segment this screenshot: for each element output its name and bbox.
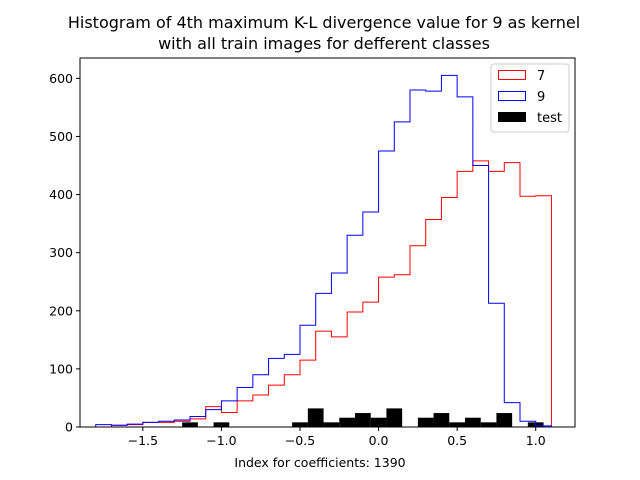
x-tick-label: −1.5 [128,433,158,448]
legend-swatch-test [498,112,526,122]
y-tick-label: 100 [49,361,73,376]
test-bar [355,413,371,427]
test-bar [433,413,450,427]
test-bar [292,422,308,427]
plot-area [95,74,552,427]
y-axis: 0 100 200 300 400 500 600 [49,71,80,435]
x-tick-label: 0.0 [369,433,389,448]
x-tick-label: −1.0 [206,433,236,448]
test-bar [449,422,465,427]
x-tick-label: −0.5 [285,433,315,448]
test-bar [339,417,355,427]
x-tick-label: 0.5 [447,433,467,448]
test-bar [182,422,198,427]
test-bar [465,417,481,427]
y-tick-label: 0 [65,420,73,435]
test-bar [213,422,230,427]
test-bar [480,422,497,427]
legend-swatch-7 [498,70,526,80]
series-9-step-line [95,74,552,427]
y-tick-label: 200 [49,303,73,318]
test-bar [370,417,387,427]
legend-swatch-9 [498,91,526,101]
y-tick-label: 500 [49,129,73,144]
legend: 7 9 test [490,63,570,133]
test-bar [417,417,434,427]
x-tick-label: 1.0 [526,433,546,448]
plot-frame [79,57,576,428]
test-bar [323,422,340,427]
y-tick-label: 600 [49,71,73,86]
x-axis: −1.5 −1.0 −0.5 0.0 0.5 1.0 [128,427,546,448]
test-bar [307,408,324,427]
test-bar [496,413,513,427]
legend-label-7: 7 [537,69,545,84]
legend-label-test: test [537,111,562,126]
x-axis-label: Index for coefficients: 1390 [234,455,405,470]
test-bar [386,408,403,427]
chart-subtitle: with all train images for defferent clas… [158,34,490,53]
y-tick-label: 300 [49,245,73,260]
chart-title: Histogram of 4th maximum K-L divergence … [68,13,580,32]
y-tick-label: 400 [49,187,73,202]
series-7-step-line [110,160,552,427]
legend-label-9: 9 [537,90,545,105]
